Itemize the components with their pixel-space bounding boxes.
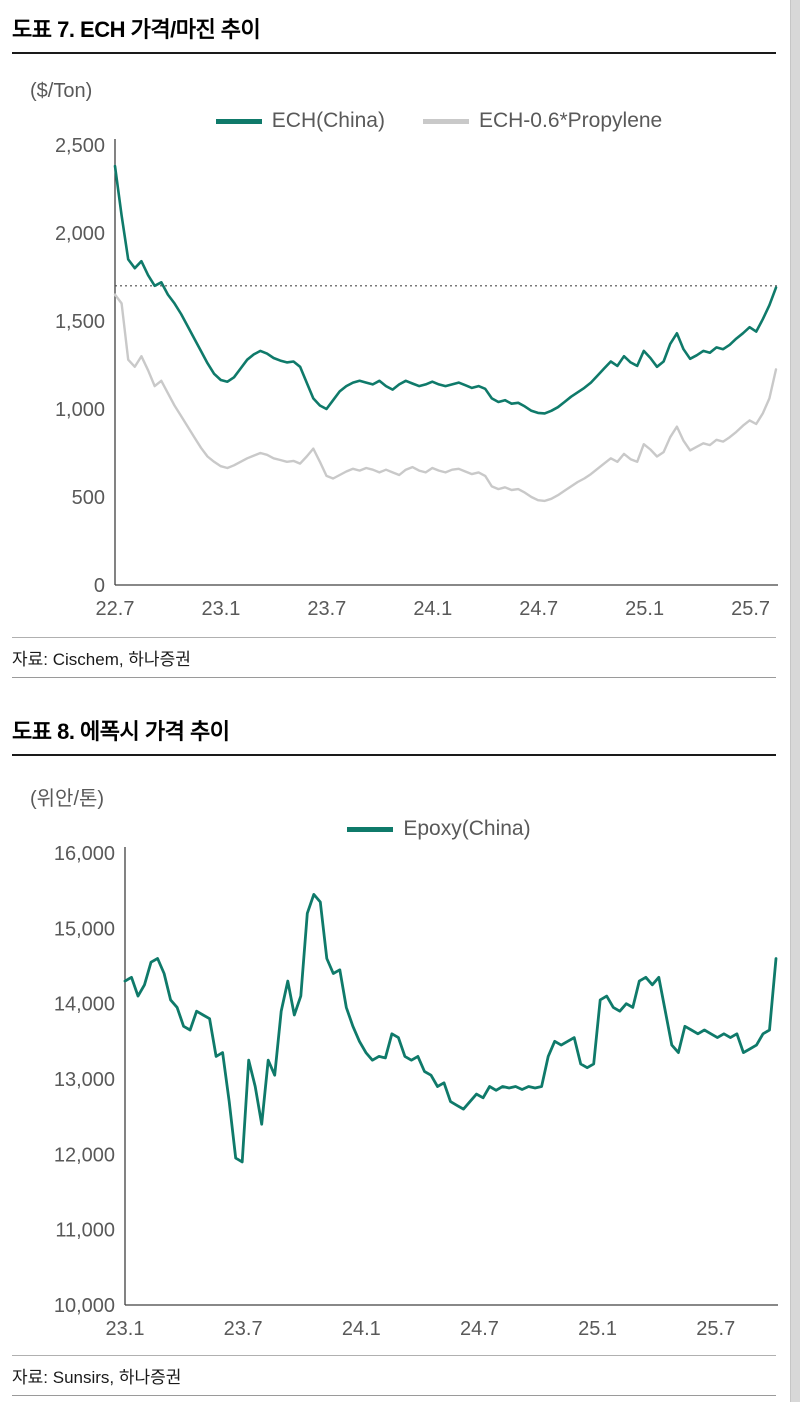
legend-label: ECH-0.6*Propylene: [478, 109, 663, 132]
x-tick-label: 25.7: [696, 1318, 735, 1340]
series-line-ech-china-: [113, 164, 778, 415]
legend-label: ECH(China): [271, 109, 385, 132]
x-tick-label: 24.7: [460, 1318, 499, 1340]
section-bottom-divider: [12, 1395, 776, 1396]
x-tick-label: 23.7: [307, 598, 346, 620]
chart-legend: ECH(China) ECH-0.6*Propylene: [102, 109, 776, 133]
x-tick-label: 24.1: [413, 598, 452, 620]
scrollbar-track[interactable]: [790, 0, 800, 1402]
y-tick-label: 14,000: [54, 994, 115, 1016]
y-tick-label: 11,000: [55, 1220, 115, 1242]
legend-item: Epoxy(China): [347, 817, 531, 841]
chart-section-epoxy: 도표 8. 에폭시 가격 추이 (위안/톤) Epoxy(China) 10,0…: [12, 714, 778, 1396]
x-tick-label: 23.7: [224, 1318, 263, 1340]
y-tick-label: 1,000: [55, 399, 105, 421]
x-tick-label: 25.1: [625, 598, 664, 620]
chart-legend: Epoxy(China): [102, 817, 776, 841]
legend-label: Epoxy(China): [403, 817, 531, 840]
x-tick-label: 24.1: [342, 1318, 381, 1340]
x-tick-label: 25.7: [731, 598, 770, 620]
line-chart-epoxy: 10,000 11,000 12,000 13,000 14,000 15,000 16,0…: [54, 843, 778, 1340]
x-tick-label: 23.1: [106, 1318, 145, 1340]
legend-line-swatch: [215, 118, 262, 124]
section-bottom-divider: [12, 677, 776, 678]
x-tick-label: 23.1: [201, 598, 240, 620]
title-divider: [12, 754, 776, 756]
legend-line-swatch: [422, 118, 469, 124]
y-tick-label: 10,000: [54, 1295, 115, 1317]
source-note: 자료: Sunsirs, 하나증권: [12, 1368, 182, 1387]
y-tick-label: 15,000: [54, 918, 115, 940]
source-divider: [12, 637, 776, 638]
y-tick-label: 13,000: [54, 1069, 115, 1091]
y-tick-label: 2,500: [55, 135, 105, 157]
y-tick-label: 1,500: [55, 311, 105, 333]
x-tick-label: 25.1: [578, 1318, 617, 1340]
source-divider: [12, 1355, 776, 1356]
y-tick-label: 2,000: [55, 223, 105, 245]
chart-section-ech: 도표 7. ECH 가격/마진 추이 ($/Ton) ECH(China) ECH…: [12, 12, 778, 678]
chart-title-epoxy: 도표 8. 에폭시 가격 추이: [12, 719, 230, 744]
legend-item: ECH(China): [215, 109, 385, 133]
legend-line-swatch: [347, 826, 394, 832]
legend-item: ECH-0.6*Propylene: [422, 109, 663, 133]
chart-title-ech: 도표 7. ECH 가격/마진 추이: [12, 17, 261, 42]
title-divider: [12, 52, 776, 54]
y-tick-label: 0: [94, 575, 105, 597]
y-tick-label: 500: [72, 487, 105, 509]
y-tick-label: 16,000: [54, 843, 115, 865]
series-line-epoxy-china-: [123, 893, 778, 1164]
y-axis-unit-label: (위안/톤): [30, 788, 105, 810]
x-tick-label: 24.7: [519, 598, 558, 620]
y-tick-label: 12,000: [54, 1144, 115, 1166]
source-note: 자료: Cischem, 하나증권: [12, 650, 191, 669]
series-line-ech-0-6-propylene: [113, 293, 778, 503]
x-tick-label: 22.7: [96, 598, 135, 620]
line-chart-ech: 0 500 1,000 1,500 2,000 2,500 22.7 23.1 23.7 24.1…: [55, 135, 778, 620]
y-axis-unit-label: ($/Ton): [30, 80, 93, 102]
